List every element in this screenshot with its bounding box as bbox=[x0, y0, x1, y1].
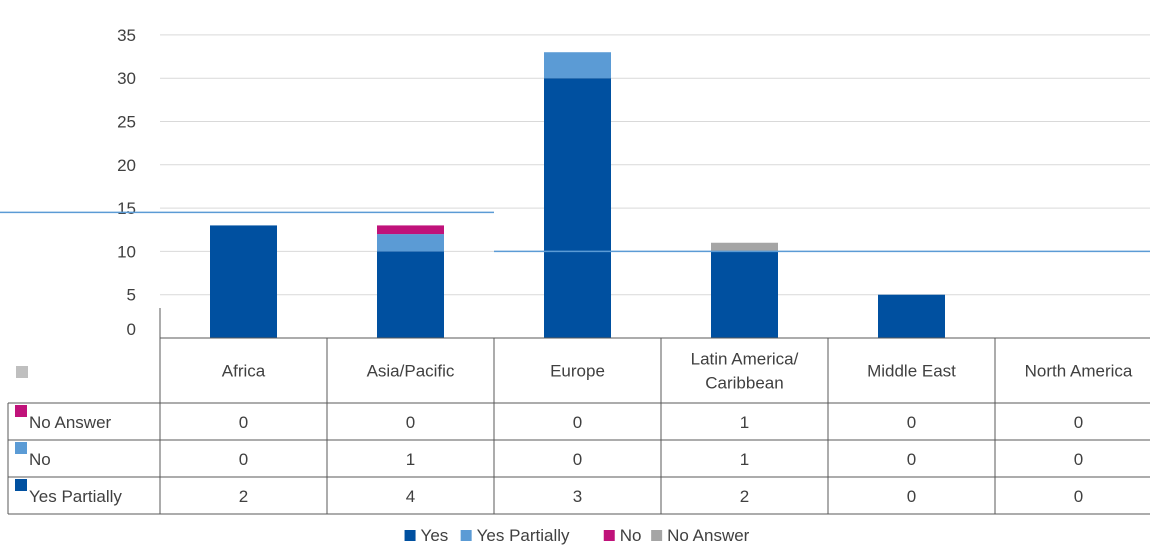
cell-no-africa: 0 bbox=[239, 450, 248, 469]
cell-no-latin-america-caribbean: 1 bbox=[740, 450, 749, 469]
row-marker-no-answer bbox=[15, 405, 27, 417]
cell-no-north-america: 0 bbox=[1074, 450, 1083, 469]
cell-no-asia-pacific: 1 bbox=[406, 450, 415, 469]
category-label-latin-america-caribbean-line-1: Latin America/ bbox=[691, 350, 799, 369]
cell-no-answer-africa: 0 bbox=[239, 413, 248, 432]
category-label-africa: Africa bbox=[222, 362, 266, 381]
y-tick-label-30: 30 bbox=[117, 69, 136, 88]
category-label-asia-pacific: Asia/Pacific bbox=[367, 362, 455, 381]
cell-yes-partially-asia-pacific: 4 bbox=[406, 487, 415, 506]
row-label-yes-partially: Yes Partially bbox=[29, 487, 122, 506]
row-marker-yes-partially bbox=[15, 479, 27, 491]
bar-africa-yes bbox=[210, 225, 277, 338]
y-tick-label-20: 20 bbox=[117, 156, 136, 175]
cell-yes-partially-latin-america-caribbean: 2 bbox=[740, 487, 749, 506]
cell-no-answer-north-america: 0 bbox=[1074, 413, 1083, 432]
bar-europe-yes-partially bbox=[544, 52, 611, 79]
gridlines bbox=[160, 34, 1150, 296]
row-marker-no bbox=[15, 442, 27, 454]
cell-yes-partially-europe: 3 bbox=[573, 487, 582, 506]
y-tick-label-10: 10 bbox=[117, 242, 136, 261]
cell-yes-partially-north-america: 0 bbox=[1074, 487, 1083, 506]
data-table: Africa Asia/Pacific Europe Latin America/Ca… bbox=[7, 308, 1150, 515]
legend-label-yes-partially: Yes Partially bbox=[477, 526, 570, 545]
bar-asia-pacific-yes bbox=[377, 251, 444, 338]
cell-no-answer-europe: 0 bbox=[573, 413, 582, 432]
legend-label-no: No bbox=[620, 526, 642, 545]
y-tick-label-0: 0 bbox=[127, 320, 136, 339]
cell-yes-partially-africa: 2 bbox=[239, 487, 248, 506]
y-tick-label-5: 5 bbox=[127, 286, 136, 305]
legend-swatch-yes-partially bbox=[460, 530, 472, 541]
category-label-europe: Europe bbox=[550, 362, 605, 381]
table-corner-marker bbox=[16, 366, 28, 378]
bars bbox=[210, 52, 945, 338]
y-tick-label-25: 25 bbox=[117, 113, 136, 132]
reference-lines bbox=[0, 211, 1150, 253]
bar-middle-east-yes bbox=[878, 294, 945, 338]
y-tick-label-35: 35 bbox=[117, 26, 136, 45]
legend: Yes Yes Partially No No Answer bbox=[404, 526, 750, 545]
row-label-no: No bbox=[29, 450, 51, 469]
bar-asia-pacific-no bbox=[377, 225, 444, 235]
legend-label-yes: Yes bbox=[421, 526, 449, 545]
row-label-no-answer: No Answer bbox=[29, 413, 112, 432]
cell-no-answer-asia-pacific: 0 bbox=[406, 413, 415, 432]
cell-no-answer-middle-east: 0 bbox=[907, 413, 916, 432]
category-label-latin-america-caribbean-line-2: Caribbean bbox=[705, 374, 783, 393]
legend-swatch-no-answer bbox=[651, 530, 663, 541]
bar-latin-america-caribbean-no-answer bbox=[711, 242, 778, 252]
cell-no-europe: 0 bbox=[573, 450, 582, 469]
bar-latin-america-caribbean-yes bbox=[711, 251, 778, 338]
category-label-middle-east: Middle East bbox=[867, 362, 956, 381]
bar-europe-yes bbox=[544, 78, 611, 338]
category-label-north-america: North America bbox=[1025, 362, 1133, 381]
cell-no-middle-east: 0 bbox=[907, 450, 916, 469]
legend-swatch-no bbox=[603, 530, 615, 541]
bar-asia-pacific-yes-partially bbox=[377, 234, 444, 252]
y-tick-label-15: 15 bbox=[117, 199, 136, 218]
legend-swatch-yes bbox=[404, 530, 416, 541]
y-axis-tick-labels: 0 5 10 15 20 25 30 35 bbox=[117, 26, 136, 339]
cell-yes-partially-middle-east: 0 bbox=[907, 487, 916, 506]
legend-label-no-answer: No Answer bbox=[667, 526, 750, 545]
cell-no-answer-latin-america-caribbean: 1 bbox=[740, 413, 749, 432]
